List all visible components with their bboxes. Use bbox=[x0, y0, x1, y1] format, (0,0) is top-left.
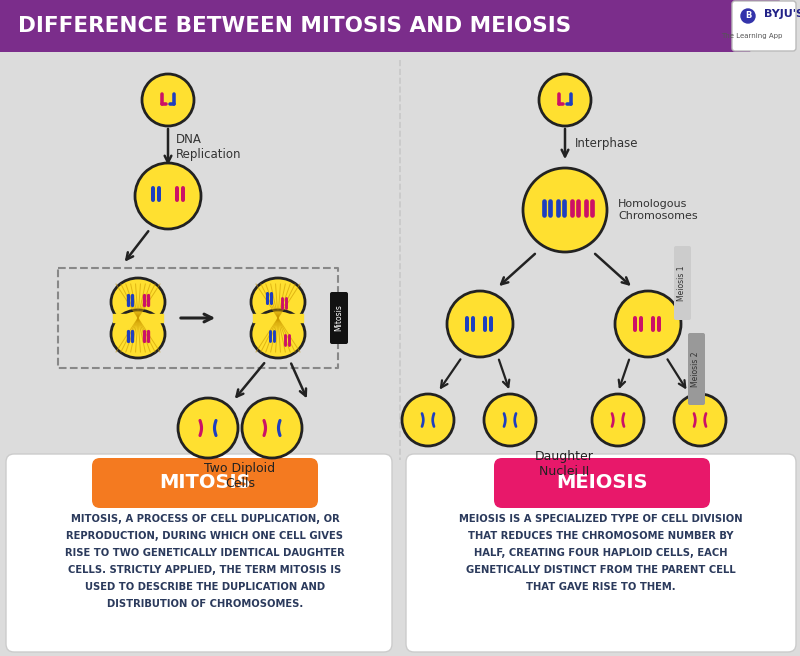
Circle shape bbox=[135, 163, 201, 229]
Text: B: B bbox=[745, 12, 751, 20]
Text: MEIOSIS: MEIOSIS bbox=[556, 474, 648, 493]
Text: DNA
Replication: DNA Replication bbox=[176, 133, 242, 161]
Text: MITOSIS: MITOSIS bbox=[159, 474, 251, 493]
Ellipse shape bbox=[111, 310, 165, 358]
Circle shape bbox=[484, 394, 536, 446]
Text: BYJU'S: BYJU'S bbox=[764, 9, 800, 19]
Circle shape bbox=[242, 398, 302, 458]
Text: USED TO DESCRIBE THE DUPLICATION AND: USED TO DESCRIBE THE DUPLICATION AND bbox=[85, 582, 325, 592]
Text: Daughter
Nuclei II: Daughter Nuclei II bbox=[534, 450, 594, 478]
FancyBboxPatch shape bbox=[688, 333, 705, 405]
Text: Mitosis: Mitosis bbox=[334, 304, 343, 331]
Text: The Learning App: The Learning App bbox=[722, 33, 782, 39]
Text: DIFFERENCE BETWEEN MITOSIS AND MEIOSIS: DIFFERENCE BETWEEN MITOSIS AND MEIOSIS bbox=[18, 16, 571, 36]
Text: Homologous
Chromosomes: Homologous Chromosomes bbox=[618, 199, 698, 221]
Text: THAT GAVE RISE TO THEM.: THAT GAVE RISE TO THEM. bbox=[526, 582, 676, 592]
Text: RISE TO TWO GENETICALLY IDENTICAL DAUGHTER: RISE TO TWO GENETICALLY IDENTICAL DAUGHT… bbox=[65, 548, 345, 558]
Text: DISTRIBUTION OF CHROMOSOMES.: DISTRIBUTION OF CHROMOSOMES. bbox=[107, 599, 303, 609]
Circle shape bbox=[741, 9, 755, 23]
Text: Interphase: Interphase bbox=[575, 138, 638, 150]
Ellipse shape bbox=[251, 310, 305, 358]
Circle shape bbox=[539, 74, 591, 126]
Circle shape bbox=[674, 394, 726, 446]
Text: Meiosis 1: Meiosis 1 bbox=[678, 265, 686, 300]
FancyBboxPatch shape bbox=[494, 458, 710, 508]
Bar bbox=[0, 0, 730, 52]
Text: REPRODUCTION, DURING WHICH ONE CELL GIVES: REPRODUCTION, DURING WHICH ONE CELL GIVE… bbox=[66, 531, 343, 541]
Text: Two Diploid
Cells: Two Diploid Cells bbox=[205, 462, 275, 490]
FancyBboxPatch shape bbox=[674, 246, 691, 320]
FancyBboxPatch shape bbox=[732, 1, 796, 51]
Circle shape bbox=[142, 74, 194, 126]
FancyBboxPatch shape bbox=[406, 454, 796, 652]
Text: THAT REDUCES THE CHROMOSOME NUMBER BY: THAT REDUCES THE CHROMOSOME NUMBER BY bbox=[468, 531, 734, 541]
Text: MEIOSIS IS A SPECIALIZED TYPE OF CELL DIVISION: MEIOSIS IS A SPECIALIZED TYPE OF CELL DI… bbox=[459, 514, 743, 524]
Polygon shape bbox=[700, 0, 780, 52]
Text: MITOSIS, A PROCESS OF CELL DUPLICATION, OR: MITOSIS, A PROCESS OF CELL DUPLICATION, … bbox=[70, 514, 339, 524]
Circle shape bbox=[592, 394, 644, 446]
Text: HALF, CREATING FOUR HAPLOID CELLS, EACH: HALF, CREATING FOUR HAPLOID CELLS, EACH bbox=[474, 548, 728, 558]
FancyBboxPatch shape bbox=[6, 454, 392, 652]
Text: GENETICALLY DISTINCT FROM THE PARENT CELL: GENETICALLY DISTINCT FROM THE PARENT CEL… bbox=[466, 565, 736, 575]
Bar bbox=[58, 268, 338, 368]
Circle shape bbox=[523, 168, 607, 252]
Text: CELLS. STRICTLY APPLIED, THE TERM MITOSIS IS: CELLS. STRICTLY APPLIED, THE TERM MITOSI… bbox=[68, 565, 342, 575]
Ellipse shape bbox=[251, 278, 305, 326]
FancyBboxPatch shape bbox=[92, 458, 318, 508]
Circle shape bbox=[178, 398, 238, 458]
Circle shape bbox=[615, 291, 681, 357]
Circle shape bbox=[402, 394, 454, 446]
Text: Meiosis 2: Meiosis 2 bbox=[691, 351, 701, 387]
FancyBboxPatch shape bbox=[330, 292, 348, 344]
Ellipse shape bbox=[111, 278, 165, 326]
Circle shape bbox=[447, 291, 513, 357]
